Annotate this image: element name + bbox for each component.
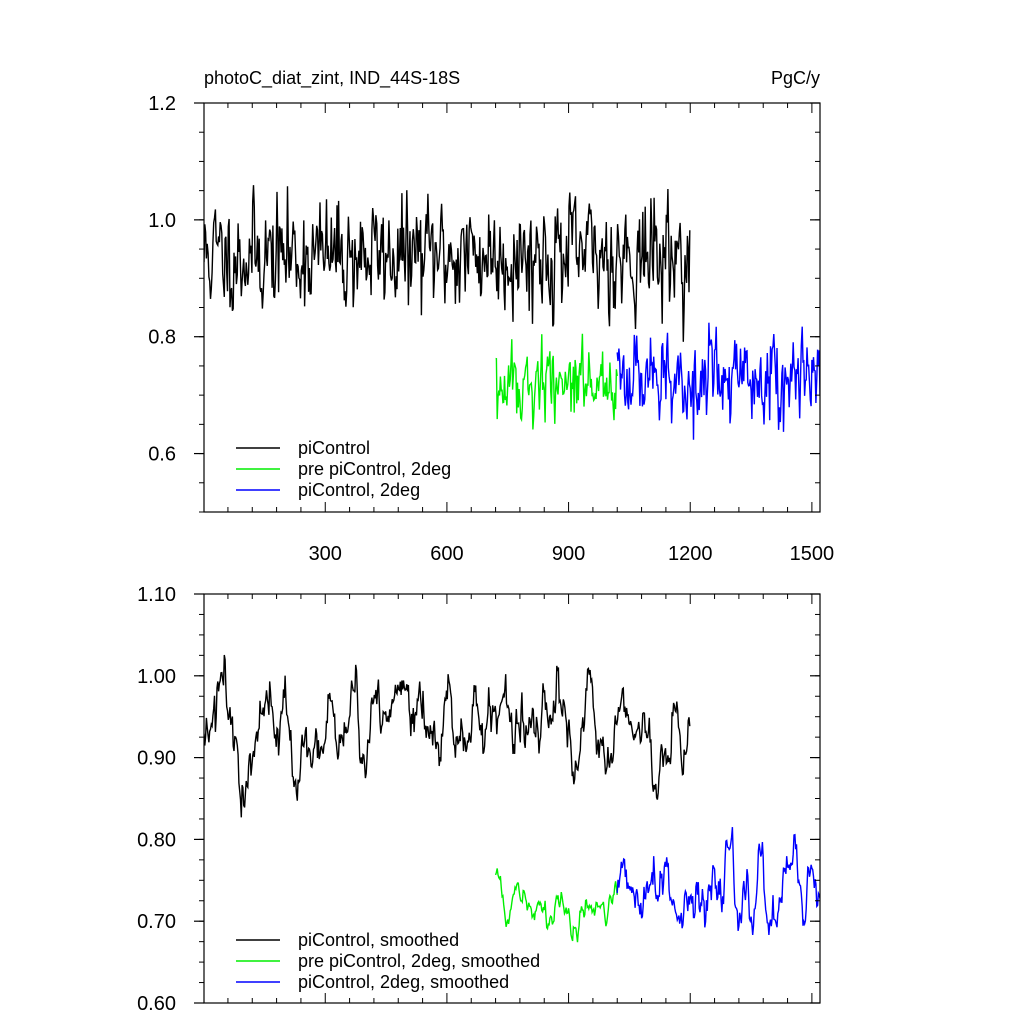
series-line-3: [616, 322, 820, 440]
series-line-1: [204, 185, 691, 342]
y-tick-label: 0.6: [148, 444, 176, 466]
y-tick-label: 1.10: [137, 584, 176, 606]
chart-title-units: PgC/y: [771, 68, 820, 88]
top-panel: photoC_diat_zint, IND_44S-18S PgC/y 0.60…: [148, 68, 834, 565]
y-tick-label: 0.70: [137, 911, 176, 933]
x-tick-label: 600: [430, 543, 463, 565]
y-tick-label: 0.8: [148, 327, 176, 349]
y-tick-label: 1.00: [137, 666, 176, 688]
chart-title-left: photoC_diat_zint, IND_44S-18S: [204, 68, 460, 89]
x-tick-label: 300: [309, 543, 342, 565]
top-axes: 0.6 0.8 1.0 1.2 300 600 900 1200 1500: [148, 93, 834, 565]
x-tick-label: 900: [552, 543, 585, 565]
y-tick-label: 1.0: [148, 210, 176, 232]
y-tick-label: 0.80: [137, 829, 176, 851]
series-line-1: [204, 654, 691, 818]
legend-label-3: piControl, 2deg: [298, 480, 420, 500]
legend-label-3: piControl, 2deg, smoothed: [298, 972, 509, 992]
legend-label-1: piControl, smoothed: [298, 930, 459, 950]
series-line-2: [495, 333, 618, 430]
x-tick-label: 1500: [790, 543, 835, 565]
legend-label-1: piControl: [298, 438, 370, 458]
bottom-series-group: [204, 654, 820, 943]
legend-label-2: pre piControl, 2deg, smoothed: [298, 951, 540, 971]
y-tick-label: 0.60: [137, 993, 176, 1015]
top-series-group: [204, 185, 820, 440]
legend-label-2: pre piControl, 2deg: [298, 459, 451, 479]
x-tick-label: 1200: [668, 543, 713, 565]
series-line-3: [616, 827, 820, 936]
y-tick-label: 0.90: [137, 748, 176, 770]
bottom-panel: 0.60 0.70 0.80 0.90 1.00 1.10 piControl, smoo…: [137, 584, 821, 1015]
y-tick-label: 1.2: [148, 93, 176, 115]
bottom-axes: 0.60 0.70 0.80 0.90 1.00 1.10: [137, 584, 821, 1015]
series-line-2: [494, 868, 618, 943]
